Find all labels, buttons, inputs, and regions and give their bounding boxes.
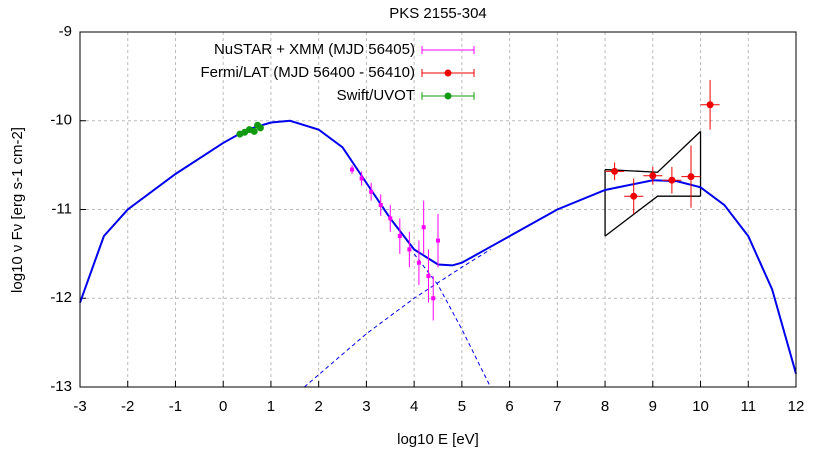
x-tick-label: 10 bbox=[692, 398, 709, 415]
data-point bbox=[611, 167, 619, 175]
x-tick-label: 12 bbox=[788, 398, 805, 415]
data-point bbox=[369, 189, 374, 194]
legend-swatch bbox=[444, 69, 452, 77]
y-tick-label: -9 bbox=[59, 23, 72, 40]
data-point bbox=[359, 176, 364, 181]
x-tick-label: 2 bbox=[314, 398, 322, 415]
data-point bbox=[630, 192, 638, 200]
x-tick-label: -3 bbox=[73, 398, 86, 415]
legend-label: Fermi/LAT (MJD 56400 - 56410) bbox=[200, 64, 415, 81]
data-point bbox=[431, 296, 436, 301]
data-point bbox=[436, 238, 440, 243]
data-point bbox=[407, 247, 412, 252]
y-tick-label: -11 bbox=[51, 200, 72, 217]
data-point bbox=[426, 274, 431, 279]
model-curve bbox=[304, 249, 491, 388]
x-tick-label: 1 bbox=[267, 398, 275, 415]
data-point bbox=[250, 127, 258, 135]
legend-label: Swift/UVOT bbox=[337, 87, 415, 104]
x-tick-label: 9 bbox=[649, 398, 657, 415]
x-tick-label: 4 bbox=[410, 398, 418, 415]
data-point bbox=[378, 203, 383, 208]
x-tick-label: 5 bbox=[458, 398, 466, 415]
y-tick-label: -10 bbox=[50, 112, 72, 129]
plot-frame bbox=[79, 31, 797, 388]
data-point bbox=[397, 234, 402, 239]
x-tick-label: 6 bbox=[505, 398, 513, 415]
legend-swatch bbox=[444, 92, 452, 100]
x-tick-label: 7 bbox=[553, 398, 561, 415]
x-tick-label: 8 bbox=[601, 398, 609, 415]
y-tick-label: -13 bbox=[50, 378, 72, 395]
x-tick-label: 11 bbox=[740, 398, 756, 415]
x-tick-label: -2 bbox=[121, 398, 134, 415]
butterfly-edge bbox=[604, 195, 701, 237]
data-point bbox=[421, 225, 426, 230]
data-point bbox=[350, 167, 355, 172]
x-tick-label: 3 bbox=[362, 398, 370, 415]
data-point bbox=[388, 216, 393, 221]
data-point bbox=[668, 176, 676, 184]
y-tick-label: -12 bbox=[50, 289, 72, 306]
data-point bbox=[649, 172, 657, 180]
data-point bbox=[256, 124, 264, 132]
x-tick-label: -1 bbox=[169, 398, 182, 415]
model-curve bbox=[413, 253, 491, 388]
x-tick-label: 0 bbox=[219, 398, 227, 415]
butterfly-edge bbox=[605, 130, 701, 173]
legend-label: NuSTAR + XMM (MJD 56405) bbox=[214, 41, 415, 58]
chart-title: PKS 2155-304 bbox=[389, 5, 487, 22]
data-point bbox=[706, 101, 714, 109]
data-point bbox=[687, 173, 695, 181]
y-axis-label: log10 ν Fν [erg s-1 cm-2] bbox=[9, 127, 26, 293]
x-axis-label: log10 E [eV] bbox=[397, 431, 479, 448]
data-point bbox=[416, 260, 421, 265]
